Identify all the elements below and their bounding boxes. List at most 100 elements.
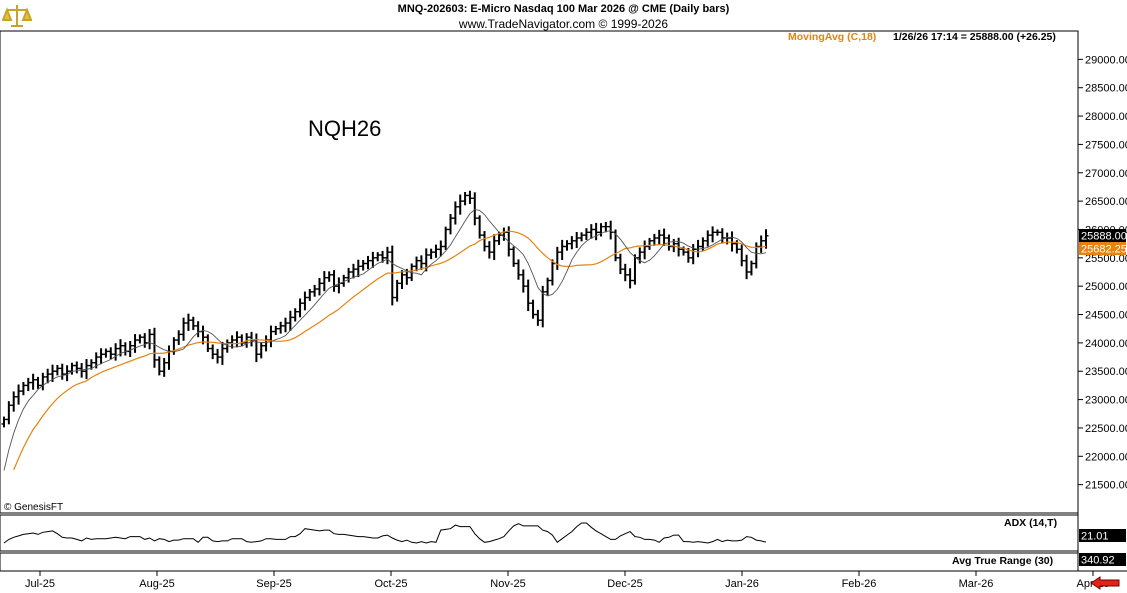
ohlc-bar — [302, 291, 308, 311]
ohlc-bar — [559, 239, 565, 261]
ohlc-bar — [477, 215, 483, 239]
ohlc-bar — [176, 330, 182, 345]
ohlc-bar — [525, 279, 531, 312]
ohlc-bar — [185, 313, 191, 331]
trade-navigator-logo-icon — [2, 5, 32, 27]
ohlc-bar — [758, 235, 764, 253]
atr-panel-frame — [0, 552, 1079, 572]
ohlc-bar — [190, 316, 196, 331]
ohlc-bar — [705, 230, 711, 247]
x-tick-label: Jul-25 — [25, 578, 55, 590]
y-tick-label: 27000.00 — [1085, 168, 1127, 180]
y-tick-label: 23000.00 — [1085, 395, 1127, 407]
ohlc-bar — [763, 229, 769, 249]
ohlc-bar — [515, 259, 521, 280]
adx-panel-frame — [0, 514, 1079, 552]
x-tick-label: Nov-25 — [490, 578, 525, 590]
adx-label: ADX (14,T) — [1004, 517, 1058, 529]
ohlc-bar — [20, 381, 26, 396]
ohlc-bar — [156, 356, 162, 376]
ohlc-bar — [30, 373, 36, 390]
x-tick-label: Oct-25 — [374, 578, 407, 590]
ohlc-bar — [321, 271, 327, 292]
ohlc-bar — [370, 251, 376, 268]
ohlc-bar — [603, 221, 609, 233]
ohlc-bar — [511, 246, 517, 267]
ohlc-bar — [438, 240, 444, 257]
ohlc-bar — [443, 226, 449, 250]
ohlc-bar — [579, 232, 585, 242]
x-tick-label: Jan-26 — [725, 578, 759, 590]
ohlc-bar — [651, 233, 657, 246]
ohlc-bar — [16, 384, 22, 405]
ohlc-bar — [448, 214, 454, 235]
atr-label: Avg True Range (30) — [952, 555, 1054, 567]
ohlc-bar — [161, 358, 167, 377]
ohlc-bar — [486, 241, 492, 259]
y-tick-label: 29000.00 — [1085, 54, 1127, 66]
ohlc-bar — [467, 190, 473, 204]
ohlc-bar — [365, 255, 371, 270]
ohlc-bar — [64, 365, 70, 382]
y-tick-label: 22000.00 — [1085, 451, 1127, 463]
ohlc-bar — [399, 270, 405, 289]
scroll-left-arrow-icon[interactable] — [1090, 576, 1120, 590]
ohlc-bar — [35, 376, 41, 389]
ohlc-bar — [205, 334, 211, 352]
ohlc-bar — [617, 253, 623, 275]
ohlc-bar — [739, 244, 745, 267]
y-tick-label: 27500.00 — [1085, 139, 1127, 151]
y-tick-label: 28000.00 — [1085, 111, 1127, 123]
ohlc-bar — [283, 317, 289, 333]
ohlc-bar — [428, 248, 434, 260]
ohlc-bar — [234, 331, 240, 348]
y-tick-label: 25000.00 — [1085, 281, 1127, 293]
ohlc-bar — [273, 325, 279, 335]
y-axis: 21500.00 22000.00 22500.00 23000.00 23500.00… — [1078, 54, 1127, 492]
ohlc-bar — [583, 228, 589, 241]
ohlc-bar — [69, 362, 75, 375]
ohlc-bar — [360, 260, 366, 271]
y-tick-label: 25500.00 — [1085, 253, 1127, 265]
ohlc-bar — [472, 192, 478, 226]
ohlc-bar — [278, 321, 284, 334]
ohlc-bar — [588, 224, 594, 239]
moving-average-18-line — [13, 230, 767, 471]
ohlc-bar — [549, 259, 555, 286]
ohlc-bar — [258, 342, 264, 359]
ohlc-bar — [714, 229, 720, 236]
ohlc-bar — [481, 231, 487, 252]
x-tick-label: Dec-25 — [607, 578, 642, 590]
y-tick-label: 24000.00 — [1085, 338, 1127, 350]
x-tick-label: Aug-25 — [139, 578, 174, 590]
ohlc-bar — [287, 310, 293, 331]
ohlc-bar — [656, 229, 662, 245]
data-provider-watermark: © GenesisFT — [4, 502, 64, 513]
ohlc-bar — [346, 267, 352, 283]
ohlc-bar — [418, 255, 424, 270]
ohlc-bar — [132, 334, 138, 353]
ohlc-bar — [647, 237, 653, 250]
x-tick-label: Sep-25 — [256, 578, 291, 590]
ohlc-bar — [181, 317, 187, 341]
ohlc-bar — [331, 270, 337, 292]
moving-average-legend: MovingAvg (C,18) — [788, 31, 877, 43]
ohlc-bar — [307, 289, 313, 301]
last-quote: 1/26/26 17:14 = 25888.00 (+26.25) — [893, 31, 1056, 43]
ohlc-bar — [45, 368, 51, 384]
ohlc-bar — [452, 201, 458, 225]
atr-value-tag — [1079, 553, 1126, 566]
ohlc-bar — [710, 226, 716, 243]
ohlc-bar — [25, 377, 31, 392]
ohlc-bar — [98, 348, 104, 365]
ma-value-tag-text: 25682.25 — [1081, 244, 1127, 256]
x-tick-label: Feb-26 — [842, 578, 877, 590]
ohlc-bar — [574, 232, 580, 248]
ohlc-bar — [462, 191, 468, 206]
ohlc-bar — [312, 284, 318, 297]
y-tick-label: 21500.00 — [1085, 480, 1127, 492]
price-panel-frame — [0, 30, 1079, 514]
symbol-label: NQH26 — [308, 116, 382, 141]
ohlc-bar — [380, 250, 386, 263]
